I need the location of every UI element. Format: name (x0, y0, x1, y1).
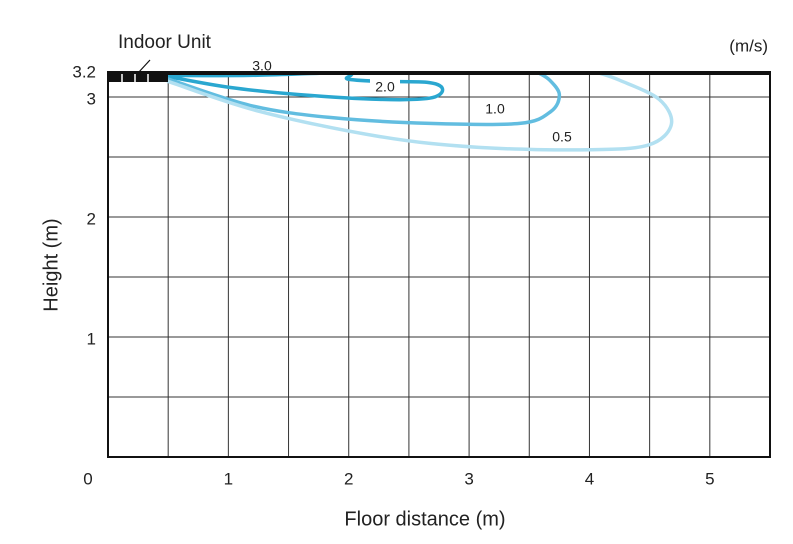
x-tick-label: 2 (344, 469, 353, 488)
y-tick-label: 3.2 (72, 62, 96, 81)
annotation-leader (137, 59, 151, 74)
contour-line (166, 71, 674, 152)
y-axis-title: Height (m) (40, 218, 62, 311)
contour-label-bg (370, 79, 400, 96)
indoor-unit (108, 71, 168, 82)
contour-line (166, 71, 562, 127)
x-axis-title: Floor distance (m) (344, 508, 505, 530)
x-tick-label: 4 (585, 469, 594, 488)
annotation: Indoor Unit (118, 32, 212, 53)
unit-label: (m/s) (729, 36, 768, 55)
x-tick-label: 3 (464, 469, 473, 488)
grid (108, 73, 770, 457)
y-tick-label: 3 (87, 89, 96, 108)
unit-vents (121, 74, 149, 82)
contour-label: 2.0 (375, 79, 395, 95)
contour-label-bg (547, 129, 577, 146)
y-tick-label: 1 (87, 329, 96, 348)
x-tick-label: 1 (224, 469, 233, 488)
contour-label-bg (480, 101, 510, 118)
x-tick-label: 0 (83, 469, 92, 488)
contour-label-bg (247, 58, 277, 75)
y-tick-label: 2 (87, 209, 96, 228)
contour-label: 0.5 (552, 129, 572, 145)
x-tick-label: 5 (705, 469, 714, 488)
contour-label: 3.0 (252, 58, 272, 74)
contour-label: 1.0 (485, 101, 505, 117)
